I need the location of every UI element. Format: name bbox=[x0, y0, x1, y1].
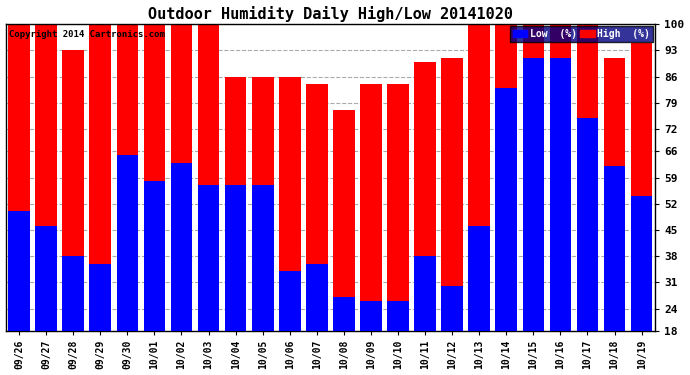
Bar bbox=[387, 301, 409, 375]
Bar bbox=[8, 211, 30, 375]
Bar bbox=[198, 24, 219, 375]
Bar bbox=[631, 43, 653, 375]
Title: Outdoor Humidity Daily High/Low 20141020: Outdoor Humidity Daily High/Low 20141020 bbox=[148, 6, 513, 21]
Bar bbox=[170, 163, 193, 375]
Bar bbox=[306, 264, 328, 375]
Bar bbox=[604, 58, 625, 375]
Bar bbox=[469, 24, 490, 375]
Bar bbox=[522, 58, 544, 375]
Bar bbox=[117, 155, 138, 375]
Bar bbox=[62, 256, 84, 375]
Bar bbox=[442, 58, 463, 375]
Bar bbox=[144, 182, 165, 375]
Bar bbox=[495, 88, 517, 375]
Bar bbox=[360, 301, 382, 375]
Bar bbox=[577, 24, 598, 375]
Bar bbox=[604, 166, 625, 375]
Bar bbox=[306, 84, 328, 375]
Bar bbox=[279, 76, 301, 375]
Bar bbox=[170, 24, 193, 375]
Bar bbox=[279, 271, 301, 375]
Bar bbox=[225, 76, 246, 375]
Bar bbox=[35, 24, 57, 375]
Bar bbox=[577, 118, 598, 375]
Bar bbox=[144, 24, 165, 375]
Bar bbox=[387, 84, 409, 375]
Bar bbox=[8, 24, 30, 375]
Bar bbox=[469, 226, 490, 375]
Bar bbox=[90, 24, 111, 375]
Bar bbox=[550, 58, 571, 375]
Bar bbox=[522, 24, 544, 375]
Bar bbox=[117, 24, 138, 375]
Bar bbox=[62, 50, 84, 375]
Bar bbox=[495, 24, 517, 375]
Bar bbox=[252, 185, 273, 375]
Text: Copyright 2014 Cartronics.com: Copyright 2014 Cartronics.com bbox=[9, 30, 165, 39]
Legend: Low  (%), High  (%): Low (%), High (%) bbox=[510, 26, 653, 42]
Bar bbox=[198, 185, 219, 375]
Bar bbox=[225, 185, 246, 375]
Bar bbox=[35, 226, 57, 375]
Bar bbox=[414, 256, 436, 375]
Bar bbox=[360, 84, 382, 375]
Bar bbox=[631, 196, 653, 375]
Bar bbox=[442, 286, 463, 375]
Bar bbox=[550, 24, 571, 375]
Bar bbox=[90, 264, 111, 375]
Bar bbox=[252, 76, 273, 375]
Bar bbox=[333, 297, 355, 375]
Bar bbox=[414, 62, 436, 375]
Bar bbox=[333, 110, 355, 375]
